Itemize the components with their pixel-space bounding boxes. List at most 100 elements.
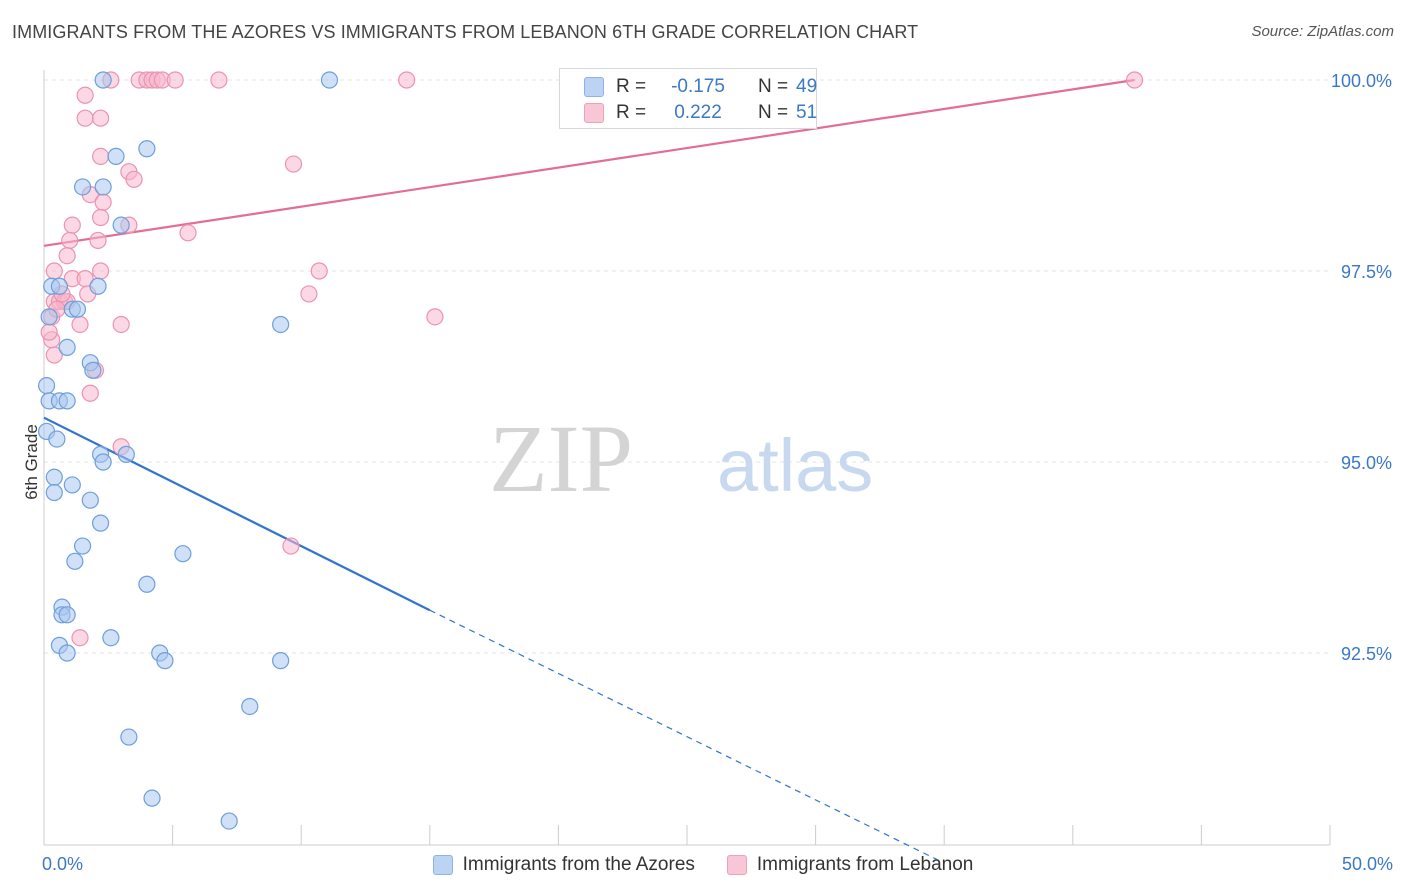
n-label: N = bbox=[758, 102, 789, 123]
azores-point bbox=[48, 430, 66, 448]
n-value: 51 bbox=[796, 102, 818, 123]
lebanon-point bbox=[58, 247, 76, 265]
azores-point bbox=[241, 697, 259, 716]
lebanon-point bbox=[91, 208, 110, 227]
azores-point bbox=[45, 468, 63, 486]
n-value: 49 bbox=[796, 76, 818, 97]
azores-point bbox=[73, 537, 92, 555]
watermark-atlas: atlas bbox=[717, 424, 873, 507]
lebanon-point bbox=[179, 224, 197, 242]
azores-point bbox=[120, 728, 138, 746]
lebanon-point bbox=[91, 262, 110, 280]
grid-layer bbox=[44, 79, 1330, 654]
azores-point bbox=[143, 789, 161, 807]
tick-labels-layer: 100.0% 97.5% 95.0% 92.5% 0.0% 50.0% bbox=[42, 71, 1393, 874]
lebanon-point bbox=[45, 346, 63, 364]
lebanon-point bbox=[166, 71, 184, 89]
azores-swatch bbox=[584, 77, 604, 97]
azores-point bbox=[272, 652, 290, 670]
watermark-zip: ZIP bbox=[489, 405, 633, 512]
lebanon-point bbox=[71, 315, 89, 334]
legend-label-lebanon: Immigrants from Lebanon bbox=[756, 854, 974, 875]
lebanon-point bbox=[76, 86, 94, 104]
lebanon-point bbox=[76, 109, 94, 127]
azores-point bbox=[102, 629, 120, 647]
lebanon-point bbox=[282, 537, 300, 555]
azores-point bbox=[107, 147, 125, 165]
lebanon-point bbox=[71, 629, 89, 647]
trendlines-layer bbox=[43, 78, 1135, 864]
chart-title: IMMIGRANTS FROM THE AZORES VS IMMIGRANTS… bbox=[12, 22, 919, 42]
azores-point bbox=[94, 71, 112, 89]
legend-label-azores: Immigrants from the Azores bbox=[462, 854, 695, 875]
watermark: ZIP atlas bbox=[489, 405, 873, 512]
r-value: 0.222 bbox=[674, 102, 722, 123]
azores-point bbox=[50, 277, 69, 295]
lebanon-point bbox=[426, 308, 444, 326]
azores-point bbox=[272, 315, 290, 334]
y-axis-label: 6th Grade bbox=[22, 424, 41, 500]
azores-point bbox=[220, 812, 238, 830]
n-label: N = bbox=[758, 76, 789, 97]
lebanon-point bbox=[125, 170, 143, 188]
r-value: -0.175 bbox=[671, 76, 725, 97]
azores-legend-swatch bbox=[432, 855, 453, 875]
series-legend: Immigrants from the Azores Immigrants fr… bbox=[0, 851, 1406, 879]
y-tick-label: 97.5% bbox=[1341, 262, 1392, 282]
azores-point bbox=[81, 491, 99, 509]
azores-point bbox=[174, 545, 192, 563]
azores-point bbox=[112, 216, 130, 234]
azores-point bbox=[63, 476, 81, 494]
lebanon-point bbox=[91, 147, 110, 165]
lebanon-point bbox=[45, 262, 63, 280]
azores-trendline bbox=[43, 416, 431, 612]
lebanon-point bbox=[310, 262, 328, 280]
y-tick-label: 100.0% bbox=[1331, 71, 1392, 91]
lebanon-point bbox=[1125, 71, 1144, 89]
azores-point bbox=[45, 483, 63, 502]
azores-point bbox=[66, 552, 84, 570]
y-tick-label: 92.5% bbox=[1341, 644, 1392, 664]
legend-item-azores[interactable]: Immigrants from the Azores bbox=[432, 854, 695, 876]
azores-point bbox=[94, 178, 112, 196]
lebanon-point bbox=[63, 216, 81, 234]
lebanon-point bbox=[210, 71, 228, 89]
azores-point bbox=[73, 178, 92, 196]
lebanon-point bbox=[94, 193, 112, 211]
r-label: R = bbox=[616, 76, 647, 97]
azores-point bbox=[68, 300, 87, 318]
azores-point bbox=[320, 71, 339, 89]
lebanon-point bbox=[81, 384, 99, 402]
azores-point bbox=[58, 392, 76, 410]
azores-point bbox=[84, 361, 102, 379]
lebanon-point bbox=[40, 323, 58, 341]
lebanon-legend-swatch bbox=[726, 855, 747, 875]
lebanon-point bbox=[398, 71, 416, 89]
y-tick-label: 95.0% bbox=[1341, 453, 1392, 473]
azores-point bbox=[94, 453, 112, 471]
lebanon-trendline bbox=[43, 78, 1135, 247]
x-tick-label: 50.0% bbox=[1342, 854, 1393, 874]
azores-point bbox=[58, 606, 76, 624]
lebanon-point bbox=[112, 315, 130, 334]
lebanon-point bbox=[284, 155, 303, 173]
azores-point bbox=[89, 277, 107, 295]
x-tick-label: 0.0% bbox=[42, 854, 83, 874]
azores-point bbox=[40, 308, 58, 326]
azores-point bbox=[37, 377, 56, 395]
lebanon-point bbox=[91, 109, 110, 127]
azores-point bbox=[91, 514, 110, 532]
lebanon-point bbox=[61, 231, 79, 250]
azores-point bbox=[156, 652, 174, 670]
azores-trendline-extrapolated bbox=[429, 609, 945, 864]
lebanon-swatch bbox=[584, 103, 604, 123]
azores-point bbox=[138, 575, 156, 593]
axis-layer bbox=[43, 70, 1331, 846]
lebanon-point bbox=[89, 231, 107, 250]
azores-point bbox=[58, 644, 76, 662]
points-layer bbox=[37, 71, 1144, 830]
stats-legend: R = -0.175 N = 49 R = 0.222 N = 51 bbox=[559, 68, 817, 129]
lebanon-point bbox=[300, 285, 318, 303]
legend-item-lebanon[interactable]: Immigrants from Lebanon bbox=[726, 854, 974, 876]
